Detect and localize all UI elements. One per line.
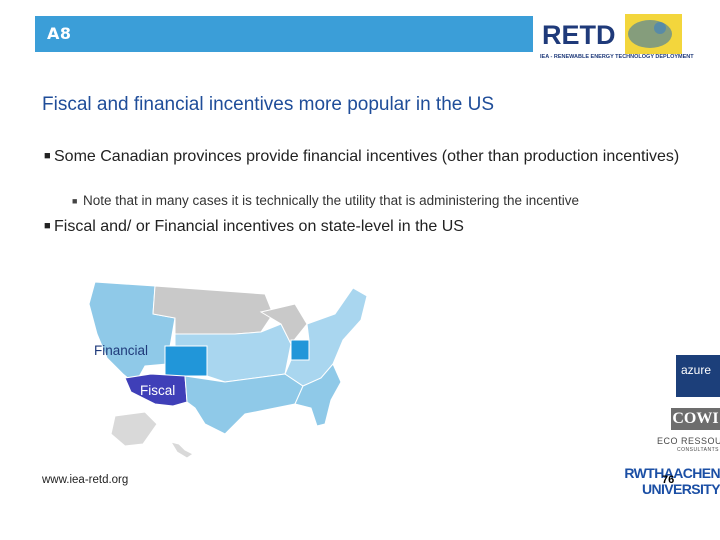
us-incentives-map: [88, 281, 368, 459]
eco-ressources-logo-text: ECO RESSOURCES: [657, 436, 720, 446]
retd-logo: RETD IEA - RENEWABLE ENERGY TECHNOLOGY D…: [540, 14, 694, 64]
sub-bullet-square-icon: ■: [72, 196, 78, 206]
rwth-logo-line2: UNIVERSITY: [641, 481, 720, 497]
map-region-ohio: [290, 339, 310, 361]
sub-bullet-text: Note that in many cases it is technicall…: [83, 193, 579, 208]
azure-logo-text: azure: [681, 363, 712, 377]
map-region-colorado: [164, 345, 208, 377]
bullet-text: Some Canadian provinces provide financia…: [54, 148, 680, 165]
bullet-square-icon: ■: [44, 220, 51, 232]
bullet-canadian-provinces: ■ Some Canadian provinces provide financi…: [44, 146, 684, 167]
map-region-hawaii: [169, 441, 194, 459]
map-label-financial: Financial: [94, 343, 149, 358]
header-bar: A8: [35, 16, 533, 52]
bullet-square-icon: ■: [44, 150, 51, 162]
retd-logo-text: RETD: [542, 20, 616, 50]
map-label-fiscal: Fiscal: [140, 383, 176, 398]
map-region-fiscal: [124, 373, 188, 407]
map-region-southeast: [294, 363, 342, 427]
slide-title: Fiscal and financial incentives more pop…: [42, 94, 495, 115]
retd-logo-graphic: RETD: [540, 14, 682, 54]
eco-ressources-logo-subtext: CONSULTANTS: [677, 447, 719, 453]
bullet-text: Fiscal and/ or Financial incentives on s…: [54, 218, 464, 235]
map-region-east: [284, 287, 368, 387]
map-region-alaska: [110, 411, 158, 447]
azure-logo: azure: [676, 355, 720, 397]
rwth-logo-line1: RWTHAACHEN: [624, 465, 720, 481]
page-number: 76: [662, 474, 675, 486]
footer-url: www.iea-retd.org: [42, 474, 129, 486]
cowi-logo: COWI: [671, 408, 720, 430]
map-region-south: [184, 373, 304, 435]
bullet-state-level: ■ Fiscal and/ or Financial incentives on …: [44, 216, 684, 237]
retd-logo-tagline: IEA - RENEWABLE ENERGY TECHNOLOGY DEPLOY…: [540, 54, 694, 60]
map-region-gray-lakes: [259, 303, 308, 345]
slide-label: A8: [47, 24, 72, 43]
eco-ressources-logo: ECO RESSOURCES CONSULTANTS: [657, 436, 720, 453]
rwth-aachen-logo: RWTHAACHEN UNIVERSITY: [615, 466, 720, 496]
sub-bullet-utility-note: ■ Note that in many cases it is technical…: [72, 193, 579, 208]
